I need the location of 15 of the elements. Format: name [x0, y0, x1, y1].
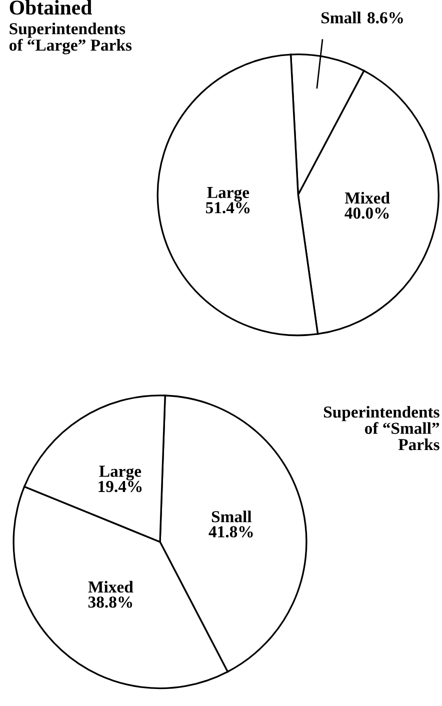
data-label: 19.4% — [98, 480, 142, 492]
data-label: 40.0% — [344, 207, 389, 219]
slice-label: Mixed — [88, 580, 134, 593]
data-label: 8.6% — [368, 12, 403, 24]
slice-label: Small — [322, 12, 362, 24]
data-label: 51.4% — [206, 202, 250, 214]
slice-label: Large — [99, 466, 142, 480]
chart-title: Obtained — [10, 0, 92, 15]
text: Superintendents of “Large” Parks — [9, 22, 132, 54]
slice-label: Mixed — [344, 192, 390, 204]
text: Superintendents of “Small” Parks — [324, 406, 440, 450]
data-label: 38.8% — [88, 596, 132, 608]
data-label: 41.8% — [208, 526, 253, 538]
slice-label: Large — [207, 187, 250, 202]
slice-label: Small — [212, 510, 252, 522]
